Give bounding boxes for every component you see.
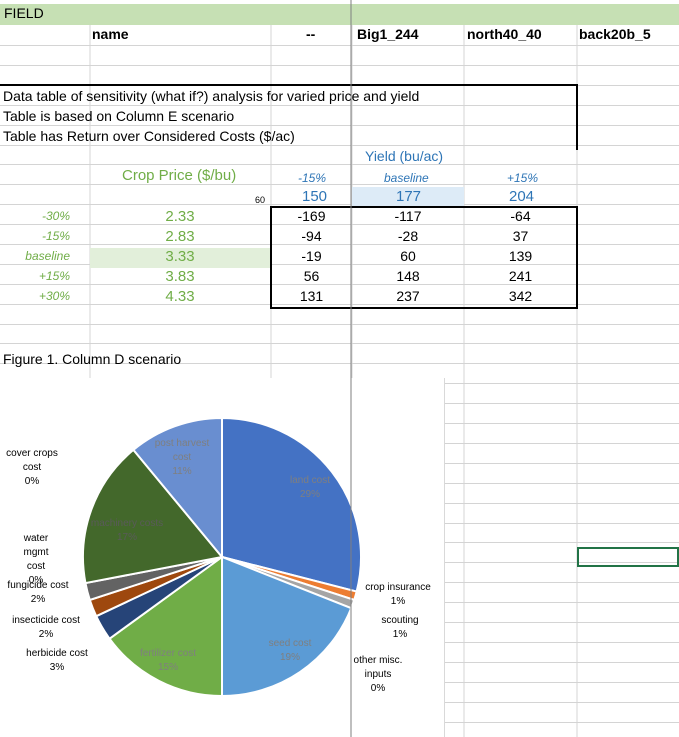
yield-value-177[interactable]: 177 (396, 188, 422, 205)
return-value-cell[interactable]: 60 (400, 248, 416, 264)
pie-label-land-cost: land cost 29% (290, 475, 330, 500)
baseline-price-highlight (90, 248, 270, 268)
return-value-cell[interactable]: -28 (397, 228, 419, 244)
pie-slice-post-harvest-cost[interactable] (131, 416, 223, 560)
yield-pct-baseline[interactable]: baseline (384, 171, 429, 185)
return-value-cell[interactable]: 56 (303, 268, 320, 284)
pie-label-scouting: scouting 1% (381, 615, 418, 640)
return-value-cell[interactable]: -64 (510, 208, 531, 224)
pie-label-seed-cost: seed cost 19% (269, 638, 312, 663)
crop-price-value[interactable]: 3.83 (165, 268, 195, 285)
field-title[interactable]: FIELD (4, 5, 44, 21)
pie-label-cover-crops-cost: cover crops cost 0% (6, 448, 58, 487)
table-description-3[interactable]: Table has Return over Considered Costs (… (3, 128, 295, 144)
pie-label-crop-insurance: crop insurance 1% (365, 582, 431, 607)
pie-label-fungicide-cost: fungicide cost 2% (7, 580, 68, 605)
crop-price-value[interactable]: 2.83 (165, 228, 195, 245)
pie-label-post-harvest-cost: post harvest cost 11% (155, 438, 210, 477)
return-value-cell[interactable]: -94 (301, 228, 322, 244)
pie-label-machinery-costs: machinery costs 17% (91, 518, 163, 543)
pie-label-fertilizer-cost: fertilizer cost 15% (140, 648, 196, 673)
corner-value[interactable]: 60 (255, 195, 266, 205)
price-pct-label[interactable]: +15% (38, 269, 70, 283)
pie-chart-frame[interactable]: land cost 29% crop insurance 1% scouting 1% ot… (0, 378, 445, 737)
pie-label-insecticide-cost: insecticide cost 2% (12, 615, 80, 640)
col-header-name[interactable]: name (92, 26, 129, 42)
selected-cell[interactable] (577, 547, 679, 567)
return-value-cell[interactable]: 241 (508, 268, 533, 284)
yield-pct-plus15[interactable]: +15% (507, 171, 539, 185)
table-description-2[interactable]: Table is based on Column E scenario (3, 108, 235, 124)
crop-price-value[interactable]: 3.33 (165, 248, 195, 265)
return-value-cell[interactable]: -19 (301, 248, 322, 264)
return-value-cell[interactable]: 131 (299, 288, 324, 304)
return-value-cell[interactable]: -169 (297, 208, 326, 224)
return-value-cell[interactable]: 37 (512, 228, 529, 244)
col-header-back20b[interactable]: back20b_5 (579, 26, 651, 42)
field-header-band (0, 4, 679, 25)
price-pct-label[interactable]: -30% (41, 209, 70, 223)
col-header-big1[interactable]: Big1_244 (357, 26, 419, 42)
pie-label-other-misc-inputs: other misc. inputs 0% (354, 655, 403, 694)
pie-label-herbicide-cost: herbicide cost 3% (26, 648, 88, 673)
yield-value-204[interactable]: 204 (509, 188, 535, 205)
price-pct-label[interactable]: +30% (38, 289, 70, 303)
pie-chart[interactable]: land cost 29% crop insurance 1% scouting 1% ot… (0, 378, 444, 737)
crop-price-header[interactable]: Crop Price ($/bu) (122, 167, 237, 184)
yield-header[interactable]: Yield (bu/ac) (365, 148, 444, 164)
price-pct-label[interactable]: baseline (25, 249, 70, 263)
yield-value-150[interactable]: 150 (302, 188, 328, 205)
pie-slice-fertilizer-cost[interactable] (108, 555, 223, 698)
price-pct-label[interactable]: -15% (41, 229, 70, 243)
pie-label-water-mgmt-cost: water mgmt cost 0% (23, 533, 49, 586)
return-value-cell[interactable]: 237 (396, 288, 420, 304)
figure-title[interactable]: Figure 1. Column D scenario (3, 351, 182, 367)
return-value-cell[interactable]: -117 (394, 208, 422, 224)
col-header-dash[interactable]: -- (306, 26, 316, 42)
crop-price-value[interactable]: 4.33 (165, 288, 195, 305)
pie-slice-land-cost[interactable] (221, 416, 362, 593)
col-header-north40[interactable]: north40_40 (467, 26, 542, 42)
crop-price-value[interactable]: 2.33 (165, 208, 195, 225)
return-value-cell[interactable]: 342 (508, 288, 533, 304)
return-value-cell[interactable]: 139 (508, 248, 533, 264)
table-description-1[interactable]: Data table of sensitivity (what if?) ana… (3, 88, 420, 104)
yield-pct-minus15[interactable]: -15% (298, 171, 327, 185)
return-value-cell[interactable]: 148 (396, 268, 420, 284)
pie-slice-seed-cost[interactable] (221, 555, 353, 698)
pie-slice-machinery-costs[interactable] (82, 448, 224, 585)
baseline-yield-highlight (352, 187, 464, 206)
